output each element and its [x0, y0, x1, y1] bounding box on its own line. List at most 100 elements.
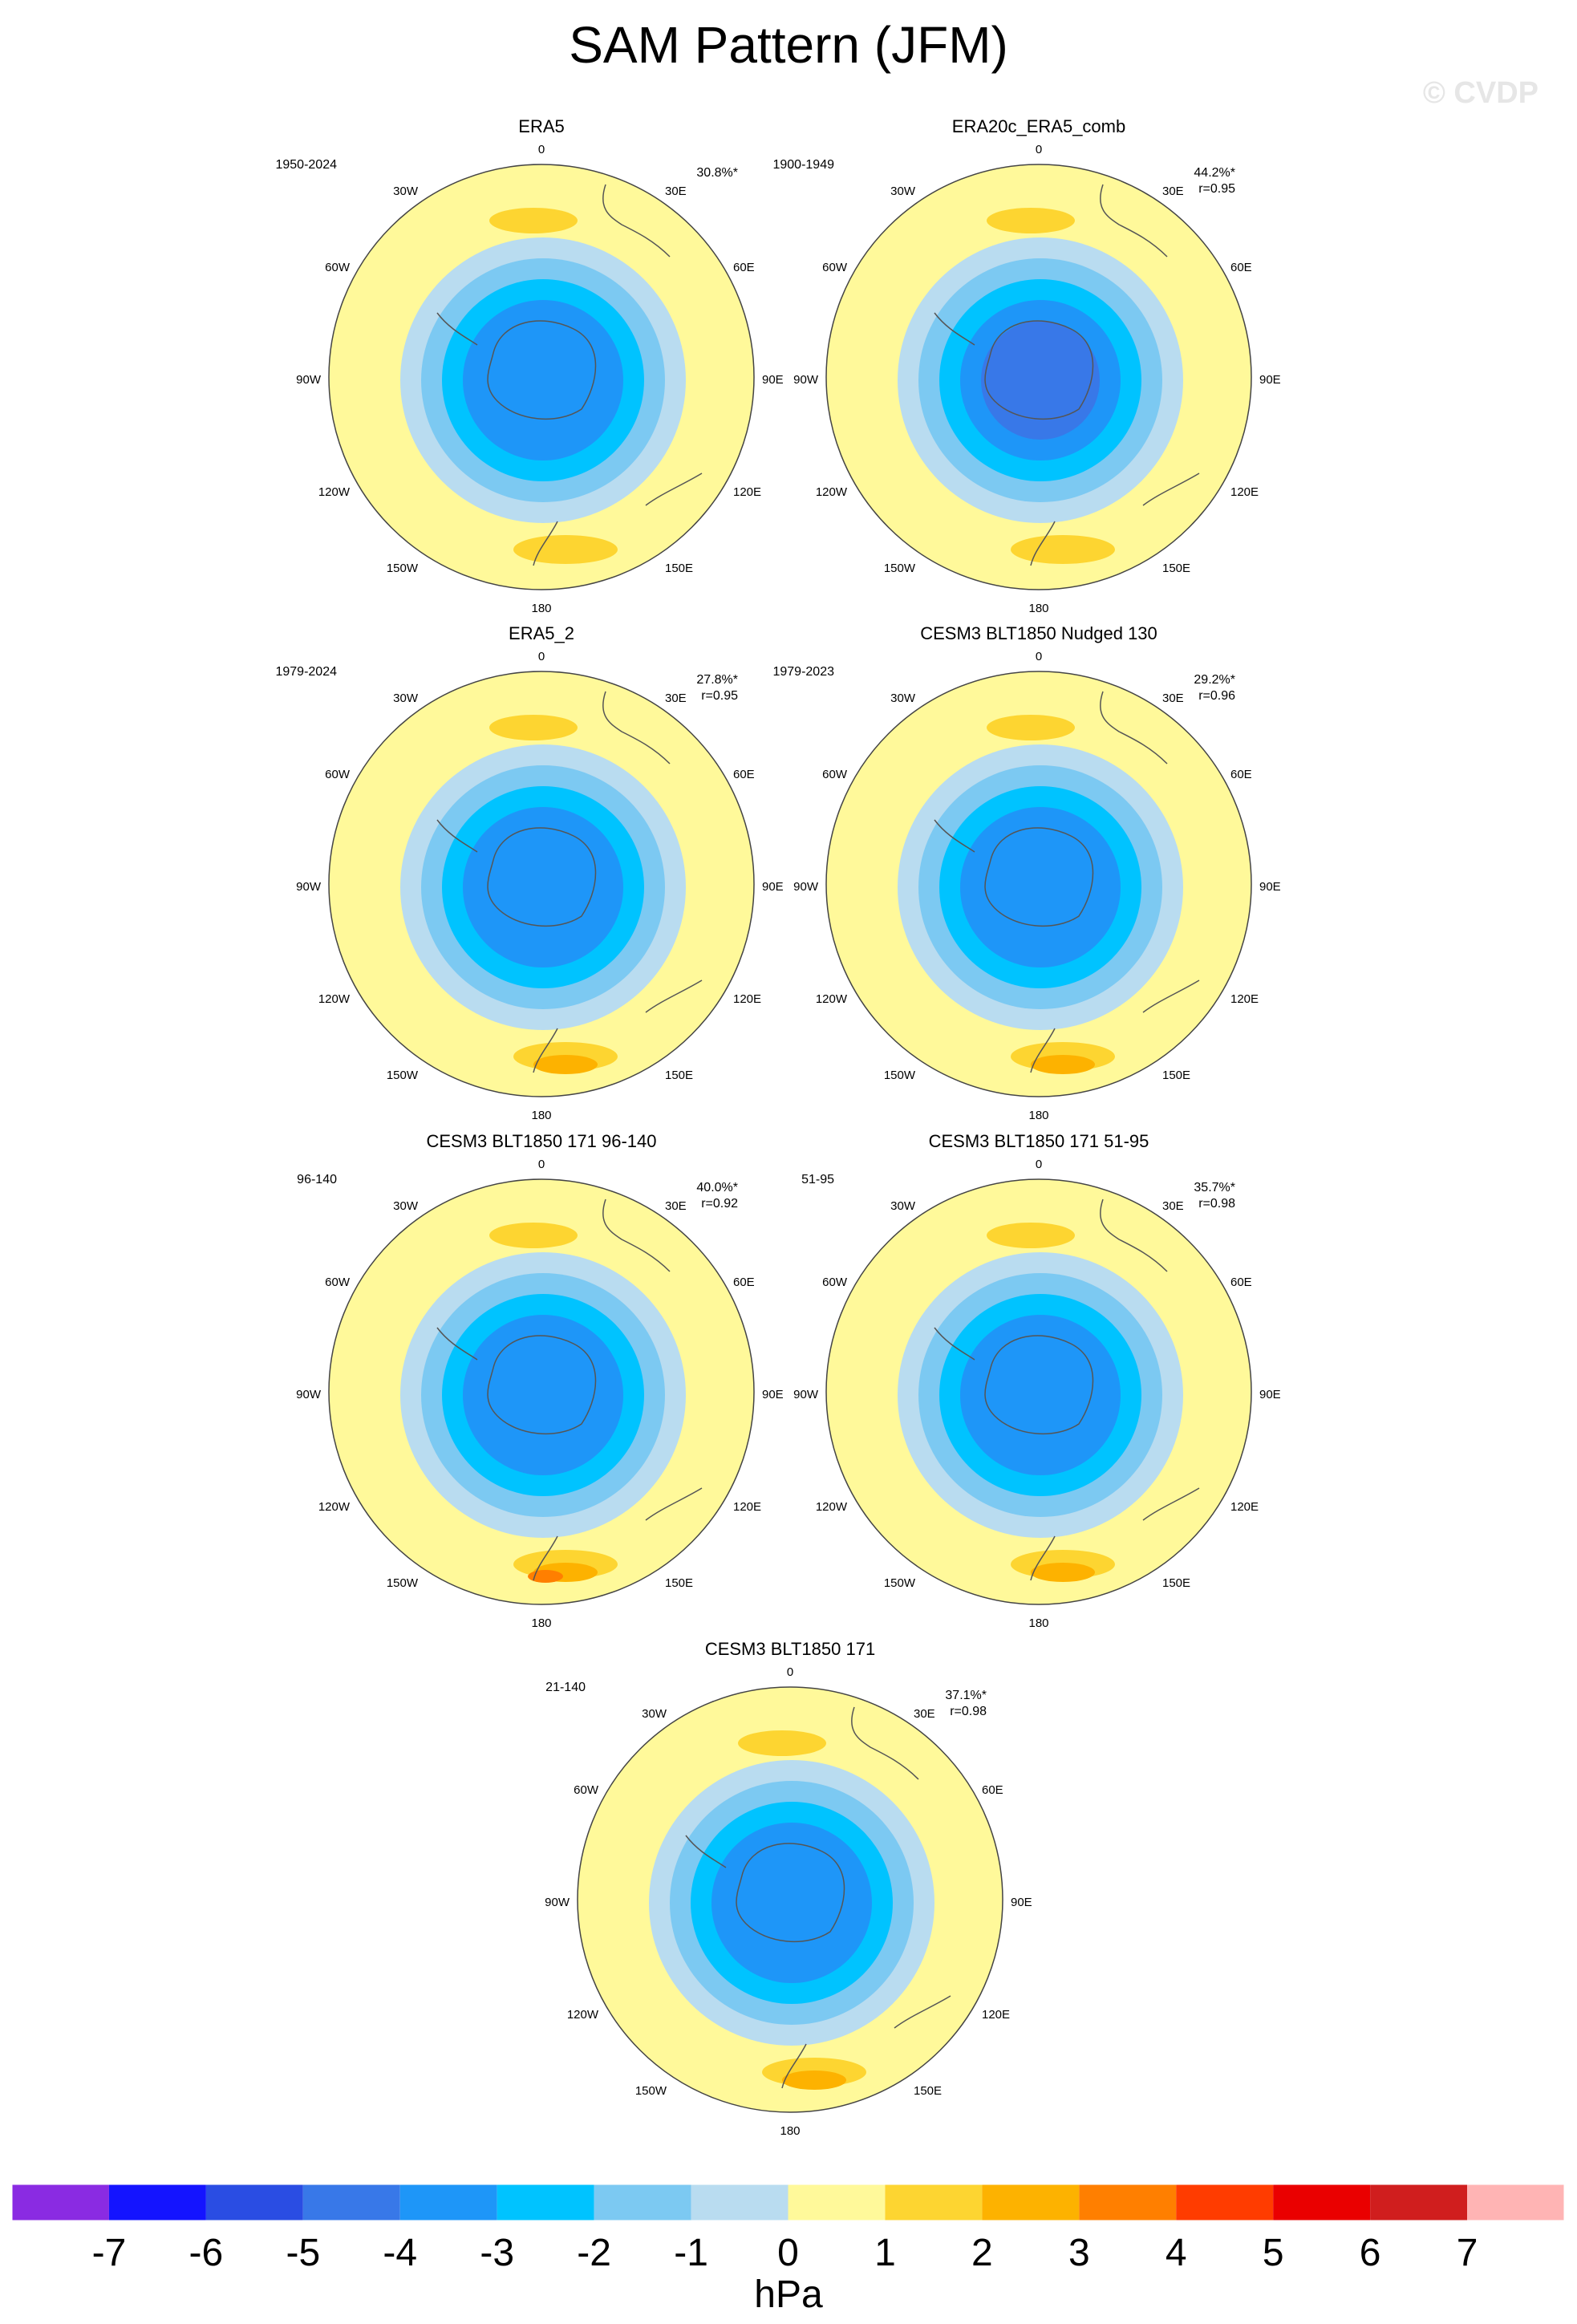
colorbar-tick-label: -5 — [286, 2232, 320, 2274]
lon-label: 90E — [1259, 880, 1281, 894]
lon-label: 150E — [665, 562, 693, 575]
lon-label: 30E — [665, 185, 687, 198]
lon-label: 60W — [325, 768, 351, 781]
lon-label: 180 — [531, 602, 551, 615]
lon-label: 90E — [1011, 1896, 1032, 1909]
lon-label: 120W — [816, 992, 848, 1006]
south-america-outline — [436, 312, 478, 346]
antarctica-outline — [487, 827, 597, 927]
lon-label: 90E — [1259, 373, 1281, 387]
panel-correlation: r=0.95 — [701, 689, 738, 703]
field-band-neg — [463, 1315, 623, 1475]
coastlines — [436, 184, 703, 566]
lon-label: 30W — [393, 185, 419, 198]
panel-variance: 27.8%* — [696, 673, 738, 687]
colorbar-swatch — [497, 2184, 594, 2221]
map-circle — [328, 164, 755, 590]
colorbar-tick-label: 1 — [874, 2232, 896, 2274]
new-zealand-outline — [533, 1535, 558, 1581]
map-panel: CESM3 BLT1850 171 51-95 51-95 35.7%* r=0.98… — [793, 1131, 1281, 1630]
colorbar-swatch — [982, 2184, 1080, 2221]
lon-label: 60W — [822, 768, 848, 781]
colorbar-tick-label: -4 — [383, 2232, 417, 2274]
panel-variance: 30.8%* — [696, 166, 738, 180]
lon-label: 180 — [780, 2124, 800, 2138]
antarctica-outline — [487, 320, 597, 420]
lon-label: 150W — [884, 562, 916, 575]
new-zealand-outline — [1030, 521, 1056, 566]
new-zealand-outline — [533, 1028, 558, 1073]
lon-label: 180 — [1028, 1109, 1048, 1122]
australia-outline — [894, 1995, 951, 2029]
lon-label: 90W — [296, 373, 322, 387]
lon-label: 150E — [1162, 1576, 1190, 1590]
lon-label: 180 — [1028, 1616, 1048, 1630]
panel-variance: 37.1%* — [945, 1689, 987, 1702]
coastlines — [436, 691, 703, 1073]
lon-label: 0 — [1036, 650, 1042, 663]
south-america-outline — [685, 1835, 727, 1868]
colorbar-swatch — [1273, 2184, 1371, 2221]
panel-years: 1950-2024 — [275, 158, 337, 172]
map-panel: CESM3 BLT1850 Nudged 130 1979-2023 29.2%* r… — [772, 623, 1280, 1122]
field-band-pos — [1031, 1055, 1095, 1074]
lon-label: 90E — [762, 373, 784, 387]
field-band-neg — [960, 1315, 1121, 1475]
panel-variance: 35.7%* — [1194, 1181, 1235, 1194]
lon-label: 30E — [1162, 185, 1184, 198]
lon-label: 30E — [1162, 1199, 1184, 1213]
australia-outline — [645, 979, 703, 1013]
lon-label: 30W — [890, 185, 916, 198]
lon-label: 120E — [1230, 1500, 1259, 1514]
colorbar-swatch — [594, 2184, 691, 2221]
south-america-outline — [436, 819, 478, 853]
colorbar-swatch — [1467, 2184, 1564, 2221]
colorbar-tick-label: -6 — [189, 2232, 224, 2274]
field — [578, 1687, 1003, 2112]
lon-label: 60E — [733, 1276, 755, 1289]
new-zealand-outline — [533, 521, 558, 566]
australia-outline — [645, 473, 703, 506]
panel-years: 21-140 — [545, 1681, 586, 1694]
coastlines — [436, 1199, 703, 1581]
field-band-pos — [513, 535, 618, 564]
colorbar-swatch — [302, 2184, 400, 2221]
australia-outline — [1142, 473, 1200, 506]
lon-label: 60W — [822, 1276, 848, 1289]
lon-label: 0 — [538, 1158, 545, 1171]
lon-label: 60E — [1230, 768, 1252, 781]
lon-label: 0 — [1036, 143, 1042, 156]
panel-title: ERA5 — [518, 116, 564, 136]
field-band-neg — [981, 321, 1100, 440]
panel-correlation: r=0.95 — [1198, 182, 1235, 196]
field-band-pos — [533, 1055, 598, 1074]
colorbar-tick-label: 3 — [1068, 2232, 1090, 2274]
field-band-pos — [738, 1730, 826, 1756]
colorbar-swatch — [399, 2184, 497, 2221]
south-america-outline — [934, 819, 975, 853]
field-band-pos — [782, 2071, 846, 2090]
map-panel: CESM3 BLT1850 171 96-140 96-140 40.0%* r=0.… — [296, 1131, 784, 1630]
lon-label: 180 — [1028, 602, 1048, 615]
antarctica-outline — [984, 320, 1094, 420]
map-circle — [328, 1178, 755, 1605]
colorbar-tick-label: 7 — [1457, 2232, 1478, 2274]
lon-label: 60W — [574, 1783, 599, 1797]
panel-correlation: r=0.96 — [1198, 689, 1235, 703]
panel-title: CESM3 BLT1850 171 96-140 — [427, 1131, 657, 1151]
lon-label: 30W — [393, 1199, 419, 1213]
lon-label: 150W — [387, 562, 419, 575]
lon-label: 150W — [635, 2084, 667, 2098]
lon-label: 0 — [538, 650, 545, 663]
colorbar-swatch — [788, 2184, 886, 2221]
lon-label: 30E — [665, 692, 687, 705]
panel-title: CESM3 BLT1850 171 — [705, 1639, 875, 1659]
panel-years: 51-95 — [801, 1173, 834, 1186]
coastlines — [934, 184, 1200, 566]
lon-label: 30E — [914, 1707, 935, 1721]
lon-label: 30E — [665, 1199, 687, 1213]
africa-outline — [602, 691, 671, 765]
figure-title: SAM Pattern (JFM) — [569, 16, 1008, 74]
south-america-outline — [934, 1327, 975, 1361]
colorbar-tick-label: -3 — [480, 2232, 514, 2274]
